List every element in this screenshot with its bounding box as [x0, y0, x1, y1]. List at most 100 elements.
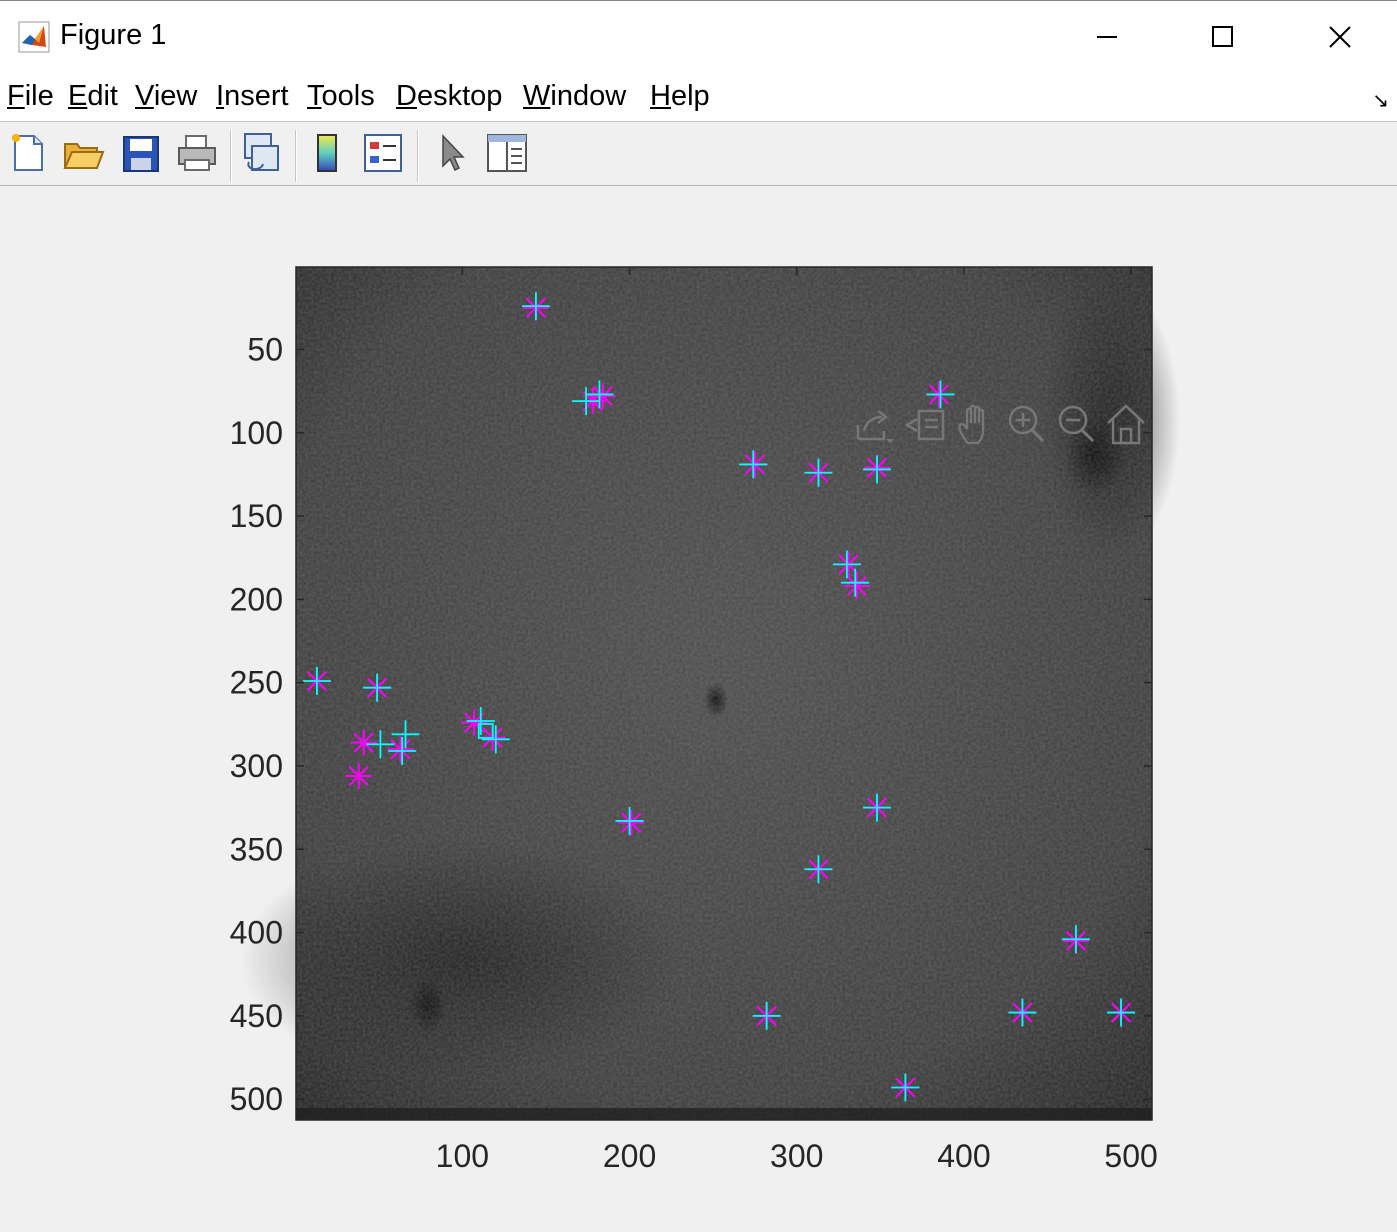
- star-marker: [589, 383, 616, 410]
- pan-hand-icon: [958, 404, 985, 445]
- minimize-button[interactable]: [1076, 15, 1136, 59]
- menu-window-label: indow: [550, 80, 627, 112]
- figure-toolbar: [0, 122, 1397, 186]
- plus-marker: [862, 455, 891, 484]
- menu-window-mnemonic: W: [523, 80, 551, 112]
- star-marker: [387, 736, 414, 763]
- home-restore-icon: [1107, 404, 1145, 445]
- y-tick-label: 400: [230, 915, 283, 951]
- menu-insert-mnemonic: I: [216, 80, 225, 112]
- insert-colorbar-button[interactable]: [305, 130, 349, 176]
- plus-marker: [1107, 998, 1136, 1027]
- new-figure-button[interactable]: [6, 130, 50, 176]
- brush-data-button[interactable]: [903, 401, 947, 447]
- plus-marker: [302, 667, 331, 696]
- figure-canvas: 100 200 300 400 500 50 100 150 200 250 300 350 400 45…: [0, 186, 1397, 1232]
- plus-marker: [615, 806, 644, 835]
- menu-help-mnemonic: H: [650, 80, 671, 112]
- toolbar-separator: [295, 130, 297, 182]
- plus-marker: [804, 458, 833, 487]
- print-icon: [178, 135, 216, 171]
- plus-marker: [891, 1073, 920, 1102]
- star-marker: [461, 709, 488, 736]
- menu-window[interactable]: Window: [523, 80, 626, 113]
- menu-desktop[interactable]: Desktop: [396, 80, 502, 113]
- plus-marker: [521, 292, 550, 321]
- plus-marker: [1061, 925, 1090, 954]
- property-inspector-icon: [487, 134, 527, 172]
- home-button[interactable]: [1104, 401, 1148, 447]
- menu-edit-mnemonic: E: [68, 80, 88, 112]
- toolbar-separator: [417, 130, 419, 182]
- close-button[interactable]: [1310, 15, 1370, 59]
- open-file-icon: [63, 143, 105, 169]
- menu-file[interactable]: File: [7, 80, 54, 113]
- plus-marker: [585, 380, 614, 409]
- star-marker: [350, 729, 377, 756]
- zoom-in-button[interactable]: [1004, 401, 1048, 447]
- menu-insert-label: nsert: [224, 80, 289, 112]
- export-icon: [856, 410, 894, 443]
- y-tick-label: 100: [230, 415, 283, 451]
- property-inspector-button[interactable]: [485, 130, 529, 176]
- edit-plot-pointer-icon: [442, 134, 465, 172]
- export-button[interactable]: [852, 401, 896, 447]
- menu-help[interactable]: Help: [650, 80, 710, 113]
- brush-data-icon: [904, 409, 945, 441]
- insert-legend-button[interactable]: [361, 130, 405, 176]
- menu-edit[interactable]: Edit: [68, 80, 118, 113]
- insert-colorbar-icon: [317, 134, 337, 172]
- y-tick-label: 300: [230, 748, 283, 784]
- x-tick-label: 200: [603, 1138, 656, 1174]
- menu-view-mnemonic: V: [135, 80, 154, 112]
- link-plot-button[interactable]: [239, 130, 283, 176]
- menu-view[interactable]: View: [135, 80, 197, 113]
- matlab-icon: [18, 21, 50, 53]
- pan-button[interactable]: [954, 401, 998, 447]
- marker-layer: [302, 292, 1136, 1102]
- menu-file-mnemonic: F: [7, 80, 25, 112]
- menu-insert[interactable]: Insert: [216, 80, 289, 113]
- edit-plot-button[interactable]: [430, 130, 474, 176]
- y-tick-label: 200: [230, 581, 283, 617]
- square-marker: [477, 723, 494, 739]
- plus-marker: [804, 855, 833, 884]
- plus-marker: [388, 736, 417, 765]
- maximize-icon: [1212, 26, 1233, 47]
- maximize-button[interactable]: [1192, 15, 1252, 59]
- print-button[interactable]: [175, 130, 219, 176]
- plus-marker: [739, 450, 768, 479]
- zoom-out-button[interactable]: [1054, 401, 1098, 447]
- tick-labels: 100 200 300 400 500 50 100 150 200 250 300 350 400 45…: [230, 267, 1158, 1174]
- save-button[interactable]: [119, 130, 163, 176]
- y-tick-label: 350: [230, 831, 283, 867]
- x-tick-label: 100: [436, 1138, 489, 1174]
- insert-legend-icon: [364, 134, 402, 172]
- plus-marker: [572, 387, 601, 416]
- star-marker: [345, 762, 372, 789]
- plus-marker: [926, 380, 955, 409]
- x-tick-label: 500: [1104, 1138, 1157, 1174]
- star-marker: [843, 573, 870, 600]
- x-tick-label: 400: [937, 1138, 990, 1174]
- open-file-button[interactable]: [61, 130, 105, 176]
- toolbar-separator: [230, 130, 232, 182]
- menu-edit-label: dit: [87, 80, 118, 112]
- y-tick-label: 50: [247, 331, 283, 367]
- axes-box: [295, 266, 1153, 1121]
- plus-marker: [832, 550, 861, 579]
- menu-file-label: ile: [24, 80, 54, 112]
- dock-figure-icon[interactable]: ↘: [1372, 90, 1389, 112]
- plus-marker: [366, 730, 395, 759]
- microscopy-image: [240, 267, 1180, 1120]
- menu-help-label: elp: [670, 80, 710, 112]
- new-figure-icon: [12, 134, 43, 171]
- plus-marker: [1008, 998, 1037, 1027]
- plus-marker: [862, 793, 891, 822]
- plus-marker: [391, 720, 420, 749]
- menu-desktop-label: esktop: [416, 80, 503, 112]
- menu-tools[interactable]: Tools: [307, 80, 375, 113]
- minimize-icon: [1097, 36, 1117, 38]
- star-marker: [618, 809, 645, 836]
- axes[interactable]: 100 200 300 400 500 50 100 150 200 250 300 350 400 45…: [0, 186, 1397, 1232]
